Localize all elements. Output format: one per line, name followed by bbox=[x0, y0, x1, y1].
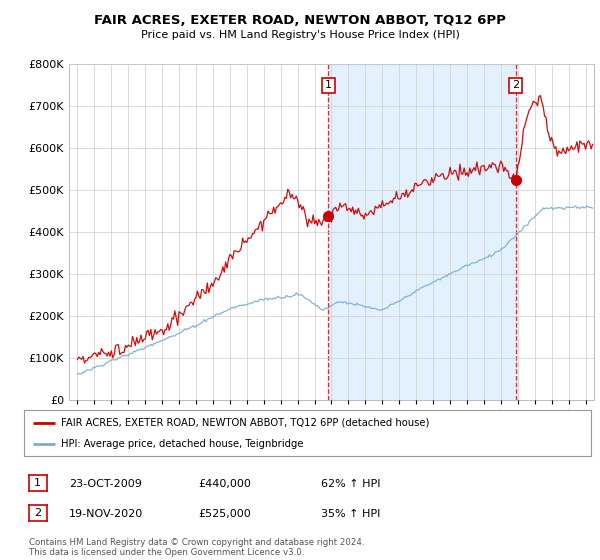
Text: 2: 2 bbox=[34, 508, 41, 518]
Text: 62% ↑ HPI: 62% ↑ HPI bbox=[321, 479, 380, 489]
Bar bbox=[328, 64, 516, 400]
Text: 1: 1 bbox=[325, 81, 332, 90]
Text: Contains HM Land Registry data © Crown copyright and database right 2024.
This d: Contains HM Land Registry data © Crown c… bbox=[29, 538, 364, 557]
Text: FAIR ACRES, EXETER ROAD, NEWTON ABBOT, TQ12 6PP (detached house): FAIR ACRES, EXETER ROAD, NEWTON ABBOT, T… bbox=[61, 418, 429, 428]
Text: FAIR ACRES, EXETER ROAD, NEWTON ABBOT, TQ12 6PP: FAIR ACRES, EXETER ROAD, NEWTON ABBOT, T… bbox=[94, 14, 506, 27]
Text: Price paid vs. HM Land Registry's House Price Index (HPI): Price paid vs. HM Land Registry's House … bbox=[140, 30, 460, 40]
Text: £440,000: £440,000 bbox=[198, 479, 251, 489]
Text: 1: 1 bbox=[34, 478, 41, 488]
Text: 19-NOV-2020: 19-NOV-2020 bbox=[69, 509, 143, 519]
Text: £525,000: £525,000 bbox=[198, 509, 251, 519]
Text: 35% ↑ HPI: 35% ↑ HPI bbox=[321, 509, 380, 519]
Text: HPI: Average price, detached house, Teignbridge: HPI: Average price, detached house, Teig… bbox=[61, 439, 304, 449]
Text: 23-OCT-2009: 23-OCT-2009 bbox=[69, 479, 142, 489]
Text: 2: 2 bbox=[512, 81, 520, 90]
